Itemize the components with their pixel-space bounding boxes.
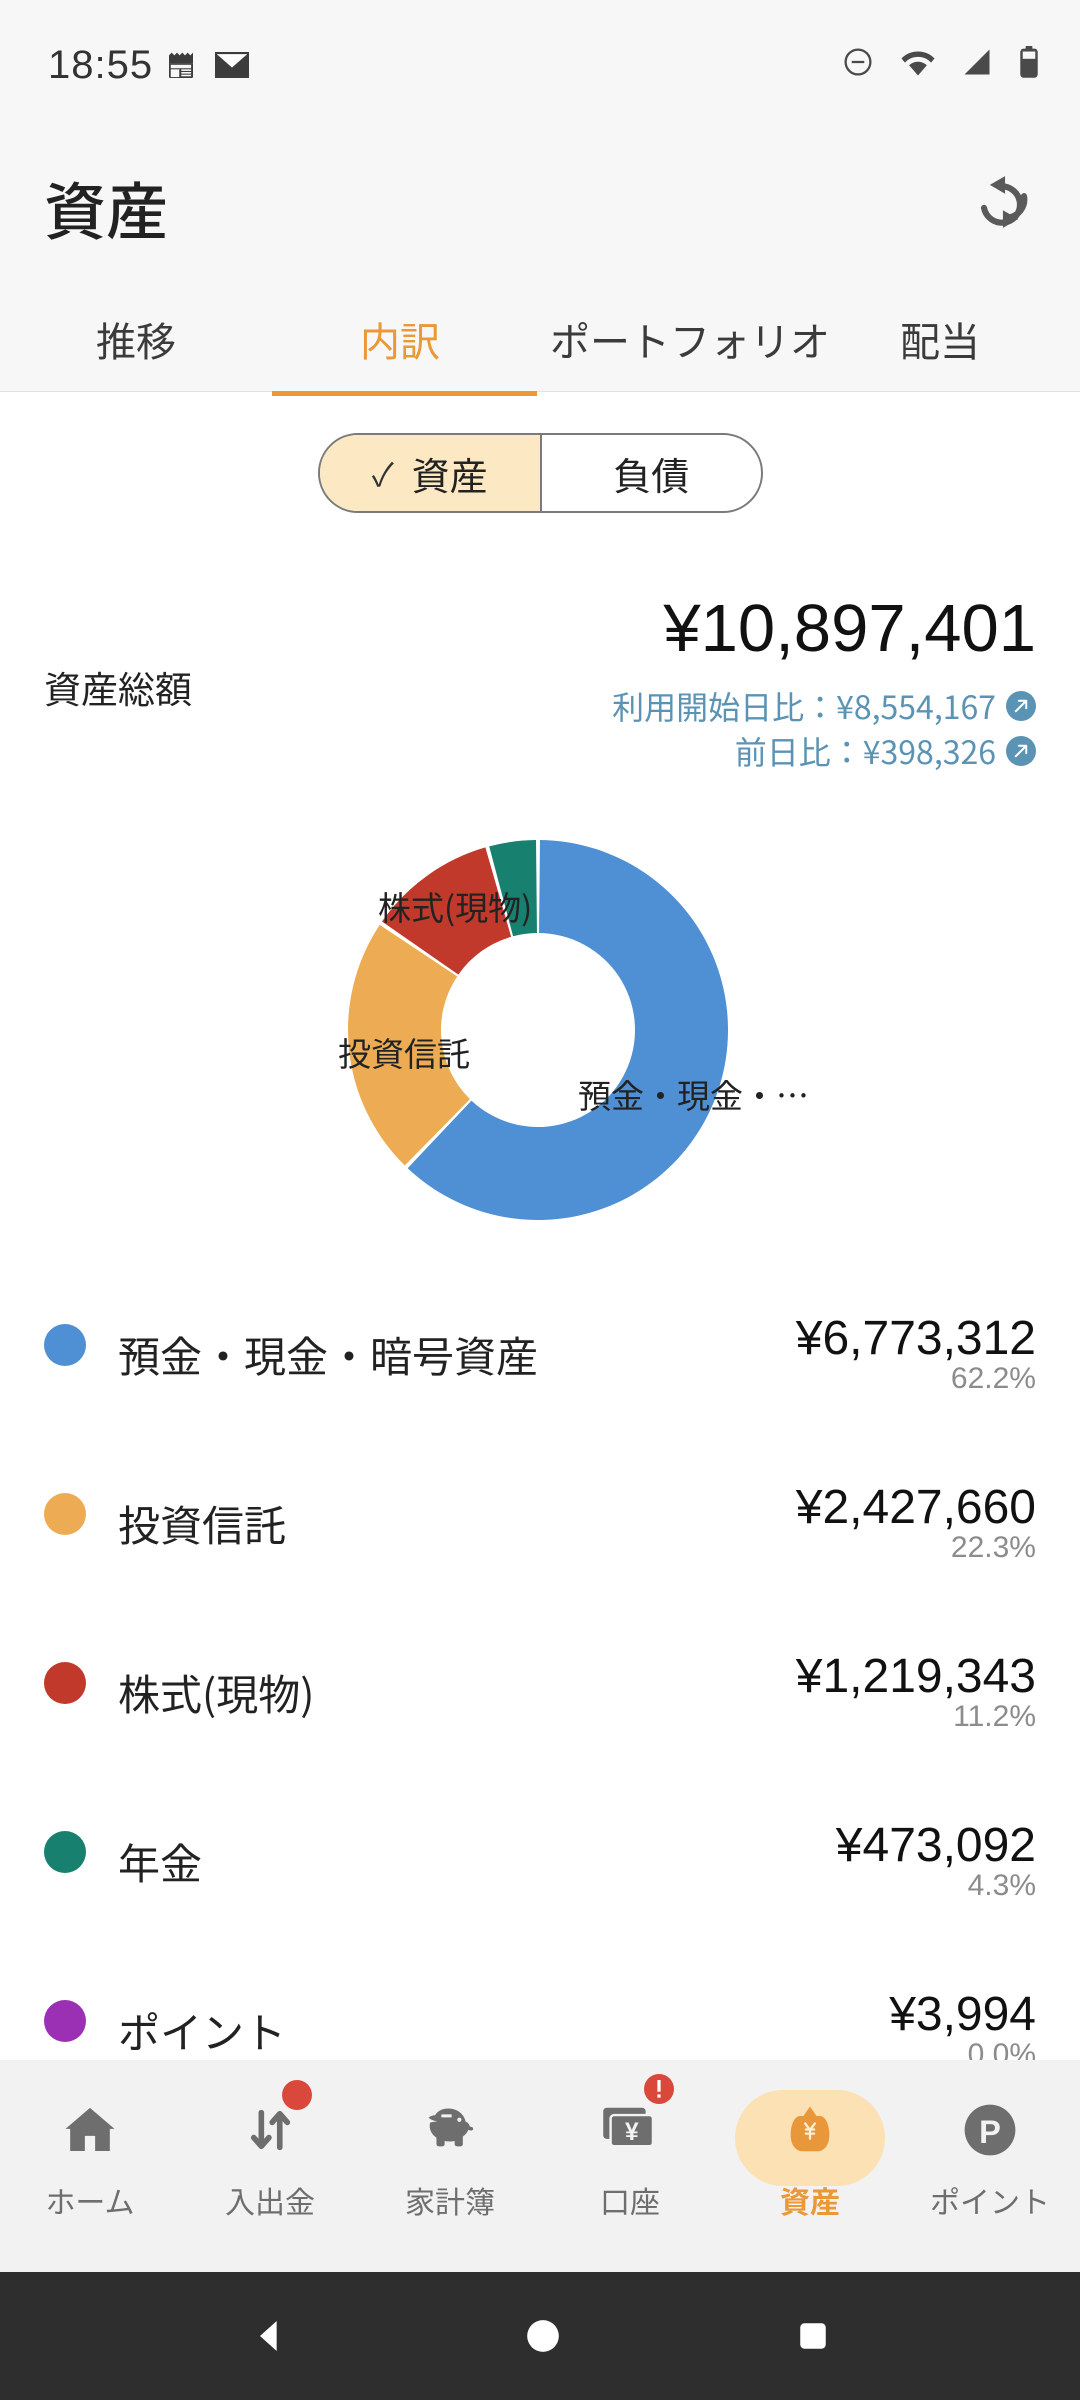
svg-text:¥: ¥: [625, 2119, 639, 2146]
svg-text:P: P: [979, 2113, 1001, 2150]
